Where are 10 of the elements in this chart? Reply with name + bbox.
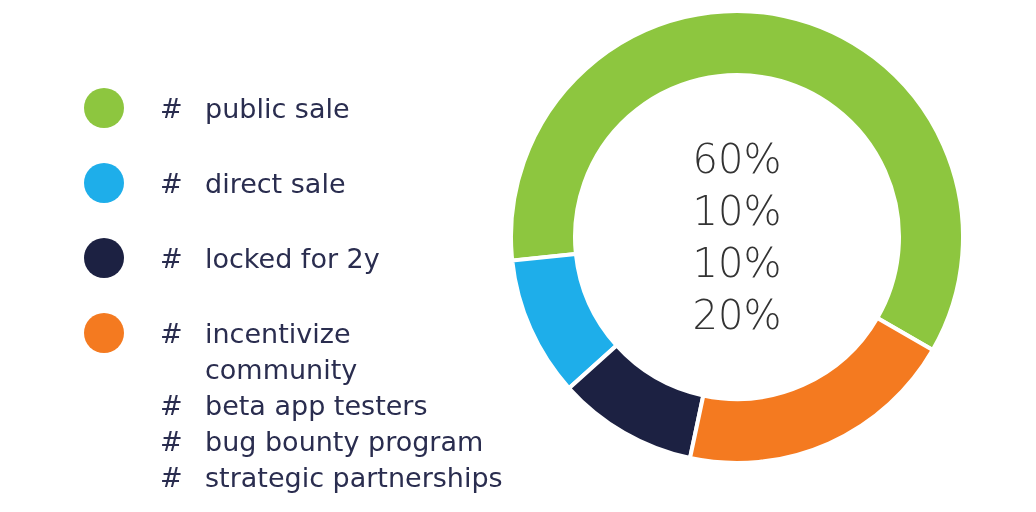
legend-label: # direct sale: [160, 167, 346, 199]
text: # bug bounty program: [160, 425, 484, 457]
data-label: 60%: [692, 136, 782, 182]
data-label: 10%: [692, 188, 782, 234]
data-label: 10%: [692, 240, 782, 286]
legend-label: # locked for 2y: [160, 242, 380, 274]
legend-label: # public sale: [160, 92, 350, 124]
text: # strategic partnerships: [160, 461, 503, 493]
data-label: 20%: [692, 292, 782, 338]
text: # beta app testers: [160, 389, 428, 421]
